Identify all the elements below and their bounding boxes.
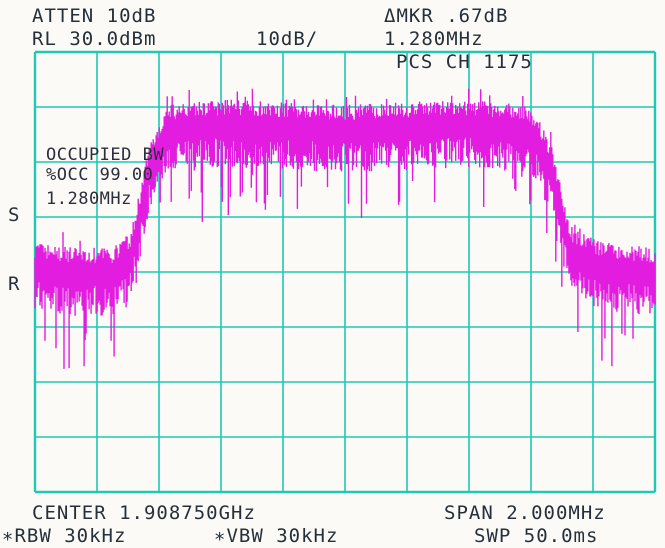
atten-label: ATTEN 10dB	[32, 5, 157, 27]
center-freq-label: CENTER 1.908750GHz	[32, 502, 256, 524]
r-marker: R	[8, 273, 20, 295]
marker-delta-label: ΔMKR .67dB	[384, 5, 509, 27]
ref-level-label: RL 30.0dBm	[32, 28, 157, 50]
marker-freq-label: 1.280MHz	[384, 28, 484, 50]
span-label: SPAN 2.000MHz	[444, 502, 606, 524]
scale-label: 10dB/	[256, 28, 319, 50]
s-marker: S	[8, 204, 20, 226]
rbw-label: ∗RBW 30kHz	[2, 525, 127, 547]
occupied-bw-value: 1.280MHz	[46, 189, 132, 209]
sweep-label: SWP 50.0ms	[474, 525, 599, 547]
channel-label: PCS CH 1175	[396, 51, 533, 73]
trace-group	[34, 88, 656, 369]
vbw-label: ∗VBW 30kHz	[214, 525, 339, 547]
trace-envelope	[34, 122, 656, 273]
occupied-bw-title: OCCUPIED BW	[46, 145, 165, 165]
occupied-pct: %OCC 99.00	[46, 165, 154, 185]
